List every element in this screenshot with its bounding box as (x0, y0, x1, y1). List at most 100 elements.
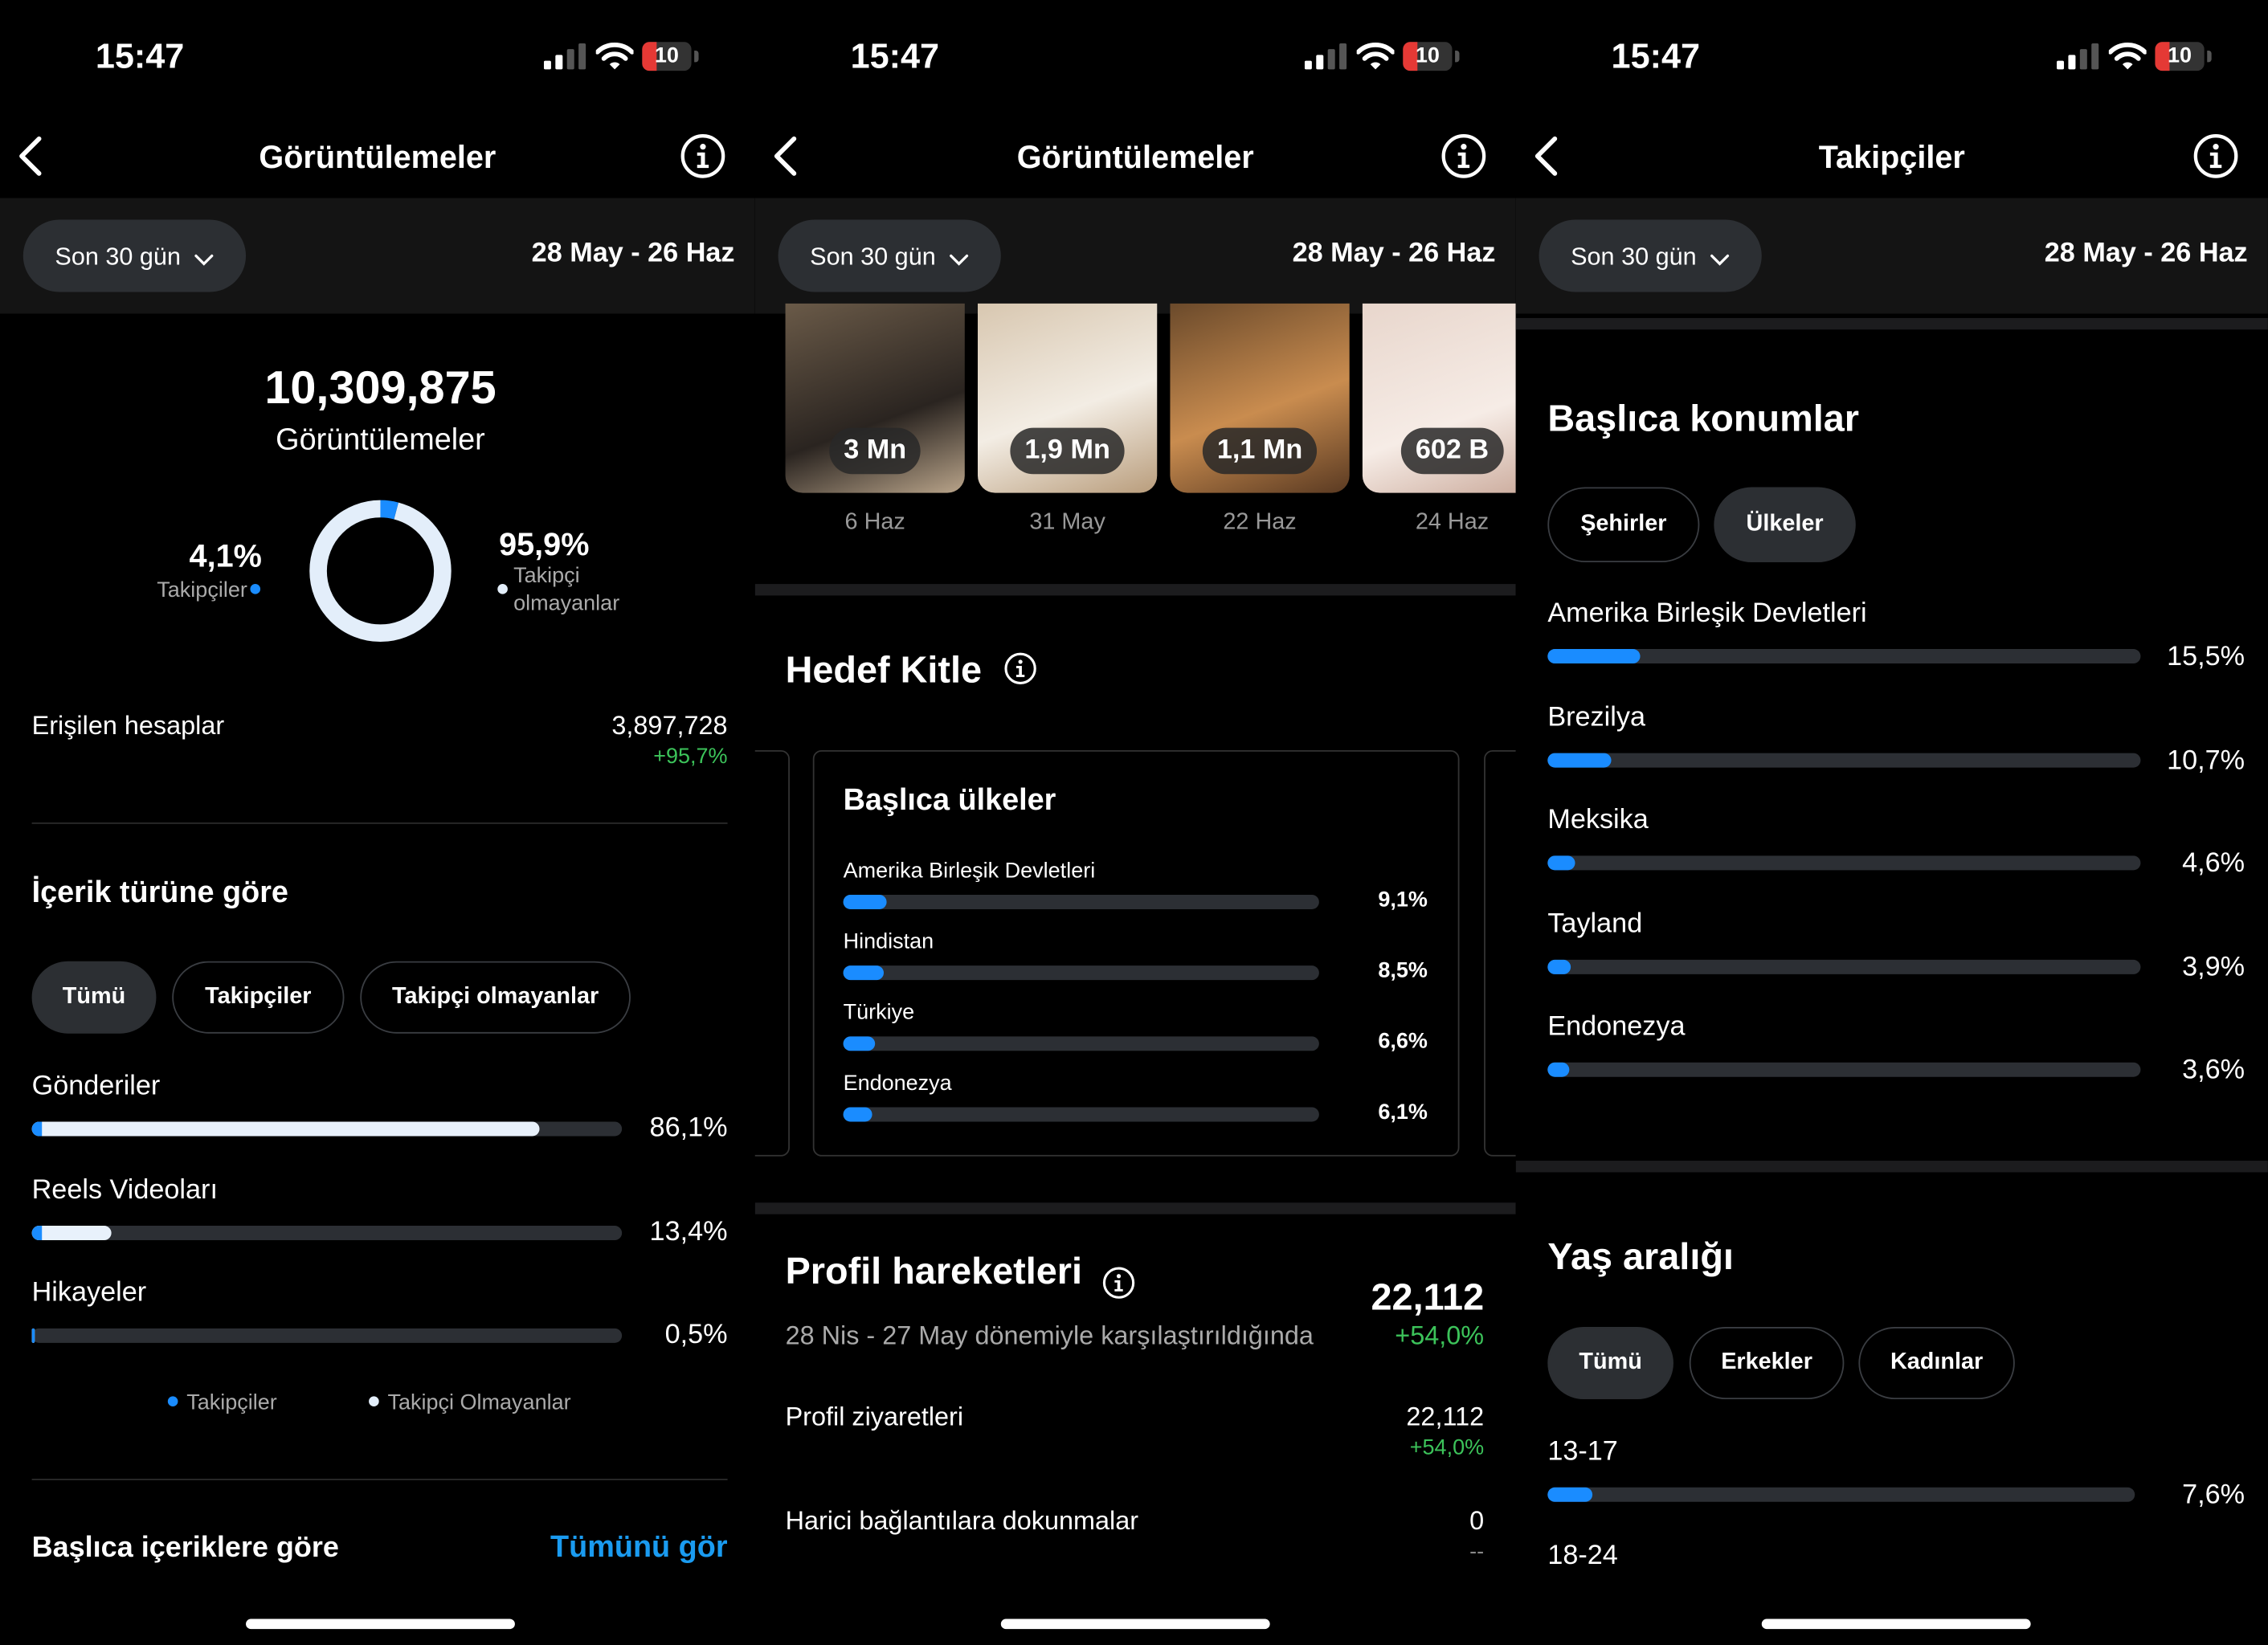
bar-value: 6,6% (1378, 1029, 1428, 1054)
signal-icon (1304, 42, 1348, 78)
comparison-text: 28 Nis - 27 May dönemiyle karşılaştırıld… (785, 1320, 1314, 1350)
card-title: Başlıca ülkeler (843, 783, 1056, 817)
profile-total: 22,112 (1371, 1275, 1485, 1319)
row-value: 22,112 (1406, 1402, 1485, 1431)
filter-tab[interactable]: Takipçiler (172, 961, 345, 1034)
bar-value: 7,6% (2182, 1480, 2246, 1511)
date-range: 28 May - 26 Haz (1292, 238, 1496, 269)
bar-value: 15,5% (2167, 642, 2246, 672)
battery-tip (694, 50, 699, 63)
bar-value: 3,9% (2182, 952, 2246, 982)
filter-tab[interactable]: Takipçi olmayanlar (360, 961, 631, 1034)
bar-label: Meksika (1547, 805, 1649, 836)
home-indicator (1761, 1618, 2031, 1630)
section-band (754, 1202, 1516, 1214)
bar-label: Hikayeler (31, 1277, 147, 1308)
bar-label: Tayland (1547, 908, 1643, 939)
bar-track (1547, 959, 2141, 974)
bar-label: Endonezya (1547, 1011, 1686, 1043)
side-card (754, 749, 790, 1157)
bar-track (843, 965, 1319, 981)
legend-dot (250, 584, 261, 594)
bar-fill (31, 1225, 112, 1240)
bar-fill-cap (31, 1328, 35, 1343)
filter-tab[interactable]: Şehirler (1547, 487, 1700, 563)
thumbnail[interactable]: 1,9 Mn (978, 303, 1158, 493)
bar-value: 86,1% (649, 1112, 728, 1144)
thumbnail-date: 6 Haz (844, 510, 905, 535)
bar-track (1547, 1487, 2135, 1502)
bar-value: 10,7% (2167, 745, 2246, 776)
period-chip[interactable]: Son 30 gün (778, 219, 1001, 292)
back-button[interactable] (770, 134, 802, 185)
thumbnail[interactable]: 1,1 Mn (1170, 303, 1350, 493)
filter-tab[interactable]: Erkekler (1689, 1327, 1845, 1400)
bar-value: 4,6% (2182, 848, 2246, 880)
battery-tip (2207, 50, 2212, 63)
view-count: 1,9 Mn (1010, 427, 1125, 475)
total-label: Görüntülemeler (276, 423, 485, 457)
donut-label: Takipçiler (157, 578, 247, 603)
thumbnail[interactable]: 602 B (1362, 303, 1516, 493)
battery-icon: 10 (1403, 42, 1453, 71)
info-button[interactable] (680, 133, 726, 187)
header-title: Görüntülemeler (1016, 138, 1254, 175)
legend-label: Takipçi Olmayanlar (387, 1390, 571, 1415)
section-band (1515, 1161, 2268, 1173)
donut-value: 95,9% (499, 526, 590, 563)
legend-dot (167, 1396, 178, 1407)
wifi-icon (1355, 42, 1396, 78)
bar-fill (31, 1328, 35, 1343)
date-range: 28 May - 26 Haz (2044, 238, 2248, 269)
bar-fill (1547, 1062, 1569, 1077)
view-count: 1,1 Mn (1202, 427, 1318, 475)
bar-fill (843, 894, 887, 909)
battery-text: 10 (654, 43, 679, 68)
bar-track (1547, 855, 2141, 871)
filter-tab[interactable]: Tümü (1547, 1327, 1673, 1400)
bar-label: Endonezya (843, 1071, 952, 1096)
section-title: Yaş aralığı (1547, 1234, 1734, 1278)
bar-fill (1547, 649, 1640, 664)
battery-text: 10 (1415, 43, 1440, 68)
period-chip[interactable]: Son 30 gün (22, 219, 247, 292)
section-title: Başlıca konumlar (1547, 396, 1859, 440)
row-value: 0 (1469, 1506, 1485, 1536)
filter-tab[interactable]: Ülkeler (1714, 487, 1856, 563)
period-chip[interactable]: Son 30 gün (1539, 219, 1762, 292)
bar-fill (1547, 1487, 1592, 1502)
bar-track (1547, 649, 2141, 664)
bar-track (31, 1328, 623, 1343)
see-all-link[interactable]: Tümünü gör (550, 1530, 728, 1565)
section-title: Hedef Kitle (785, 647, 983, 692)
view-count: 602 B (1400, 427, 1504, 475)
legend-label: Takipçiler (186, 1390, 277, 1415)
reached-change: +95,7% (653, 744, 728, 769)
section-band (754, 584, 1516, 596)
legend-dot (369, 1396, 379, 1407)
bar-value: 0,5% (664, 1320, 728, 1350)
phone-screen: 15:47 10 Takipçiler Son 30 gün 28 May - 26 H… (1515, 0, 2268, 1645)
chevron-down (1710, 249, 1730, 275)
row-label: Profil ziyaretleri (785, 1402, 964, 1431)
info-button[interactable] (1440, 133, 1487, 187)
filter-tab[interactable]: Tümü (31, 961, 157, 1034)
thumbnail[interactable]: 3 Mn (785, 303, 965, 493)
bar-track (1547, 1062, 2141, 1077)
info-button[interactable] (2192, 133, 2239, 187)
bar-label: Reels Videoları (31, 1174, 218, 1205)
date-range: 28 May - 26 Haz (531, 238, 735, 269)
period-label: Son 30 gün (1571, 243, 1697, 271)
header-title: Takipçiler (1818, 138, 1965, 175)
bar-fill (1547, 752, 1612, 767)
bar-label: Türkiye (843, 1000, 915, 1025)
bar-value: 13,4% (649, 1216, 728, 1247)
bar-label: 18-24 (1547, 1541, 1618, 1572)
filter-tab[interactable]: Kadınlar (1858, 1327, 2015, 1400)
bar-track (843, 1107, 1319, 1122)
reached-value: 3,897,728 (611, 711, 728, 741)
period-label: Son 30 gün (55, 243, 181, 271)
profile-change: +54,0% (1395, 1320, 1485, 1350)
back-button[interactable] (14, 134, 47, 185)
back-button[interactable] (1530, 134, 1563, 185)
